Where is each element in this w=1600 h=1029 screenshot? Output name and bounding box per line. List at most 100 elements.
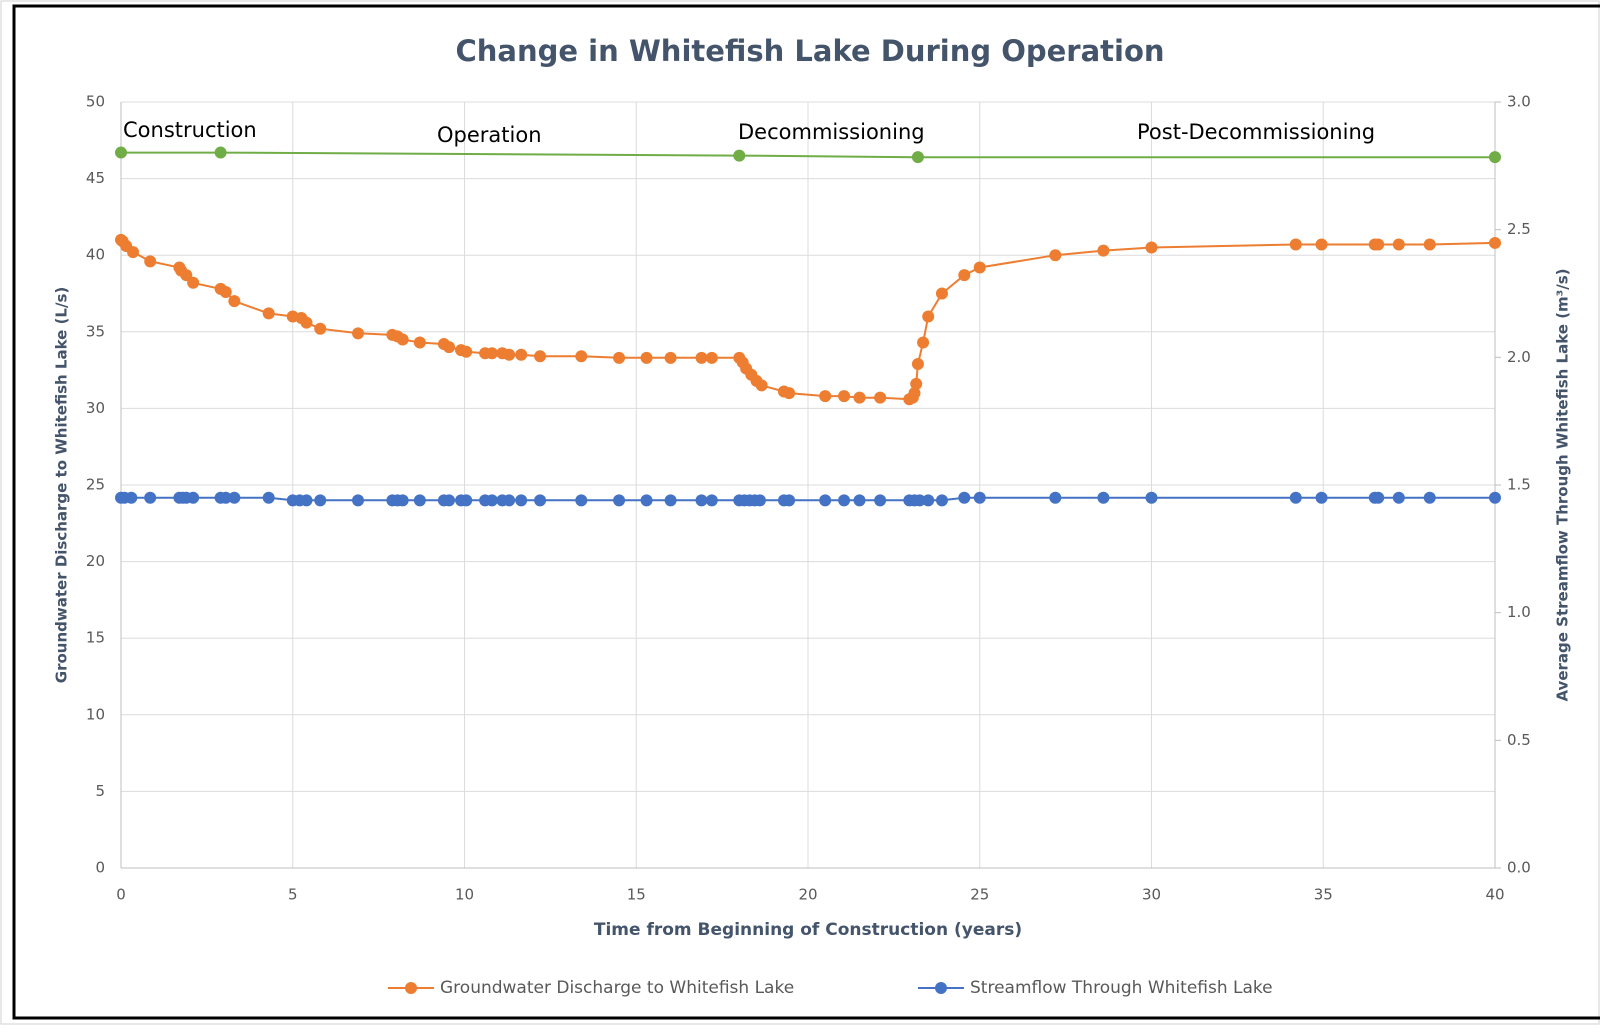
data-point [228, 295, 241, 308]
data-point [853, 494, 866, 507]
data-point [228, 491, 241, 504]
data-point [396, 494, 409, 507]
x-axis-title: Time from Beginning of Construction (yea… [594, 920, 1022, 940]
data-point [144, 255, 157, 268]
data-point [1489, 236, 1501, 249]
data-point [935, 494, 948, 507]
data-point [352, 327, 365, 340]
y-tick-label: 20 [86, 552, 105, 570]
chart-title: Change in Whitefish Lake During Operatio… [455, 34, 1164, 68]
data-point [917, 336, 930, 349]
phase-label: Post-Decommissioning [1137, 120, 1375, 144]
y-tick-label: 30 [86, 399, 105, 417]
data-point [695, 351, 708, 364]
data-point [314, 322, 327, 335]
x-tick-label: 20 [798, 886, 817, 904]
data-point [935, 287, 948, 300]
data-point [922, 494, 935, 507]
data-point [1372, 491, 1385, 504]
data-point [973, 261, 986, 274]
data-point [973, 491, 986, 504]
data-point [1049, 249, 1062, 262]
data-point [695, 494, 708, 507]
data-point [958, 491, 971, 504]
data-point [575, 350, 588, 363]
data-point [515, 348, 528, 361]
legend-label: Groundwater Discharge to Whitefish Lake [440, 978, 794, 998]
x-tick-label: 40 [1485, 886, 1504, 904]
data-point [838, 390, 851, 403]
data-point [819, 494, 832, 507]
data-point [874, 391, 887, 404]
phase-label: Construction [123, 118, 257, 142]
x-tick-label: 30 [1142, 886, 1161, 904]
data-point [575, 494, 588, 507]
data-point [874, 494, 887, 507]
legend-marker [935, 982, 947, 994]
data-point [1097, 244, 1110, 257]
data-point [515, 494, 528, 507]
data-point [664, 494, 677, 507]
x-tick-label: 15 [627, 886, 646, 904]
data-point [1392, 491, 1405, 504]
phase-label: Decommissioning [738, 120, 925, 144]
data-point [1392, 238, 1405, 251]
frame [12, 4, 1600, 1020]
data-point [1489, 491, 1501, 504]
data-point [908, 387, 921, 400]
data-point [911, 151, 924, 164]
y-tick-label: 10 [86, 705, 105, 723]
data-point [413, 494, 426, 507]
data-point [1315, 238, 1328, 251]
phase-label: Operation [437, 123, 542, 147]
data-point [503, 348, 516, 361]
y2-tick-label: 2.5 [1507, 220, 1531, 238]
legend-marker [405, 982, 417, 994]
data-point [913, 494, 926, 507]
data-point [819, 390, 832, 403]
y-tick-label: 45 [86, 169, 105, 187]
data-point [1423, 238, 1436, 251]
y-axis-title: Groundwater Discharge to Whitefish Lake … [53, 287, 71, 683]
legend-label: Streamflow Through Whitefish Lake [970, 978, 1273, 998]
data-point [705, 351, 718, 364]
y-tick-label: 15 [86, 629, 105, 647]
data-point [413, 336, 426, 349]
data-point [352, 494, 365, 507]
data-point [262, 491, 275, 504]
data-point [485, 494, 498, 507]
data-point [1372, 238, 1385, 251]
data-point [187, 491, 200, 504]
data-point [1489, 151, 1501, 164]
data-point [1289, 491, 1302, 504]
data-point [262, 307, 275, 320]
data-point [115, 146, 127, 159]
data-point [1049, 491, 1062, 504]
data-point [853, 391, 866, 404]
data-point [1145, 241, 1158, 254]
data-point [753, 494, 766, 507]
data-point [910, 377, 923, 390]
y-tick-label: 5 [95, 782, 105, 800]
y2-axis-title: Average Streamflow Through Whitefish Lak… [1554, 268, 1572, 701]
data-point [958, 269, 971, 282]
data-point [664, 351, 677, 364]
y-tick-label: 40 [86, 246, 105, 264]
data-point [534, 494, 547, 507]
data-point [705, 494, 718, 507]
data-point [534, 350, 547, 363]
data-point [640, 494, 653, 507]
data-point [733, 149, 746, 162]
y2-tick-label: 1.5 [1507, 476, 1531, 494]
data-point [911, 357, 924, 370]
data-point [127, 246, 140, 259]
data-point [443, 494, 456, 507]
series-line [120, 239, 1496, 401]
data-point [219, 491, 232, 504]
y-tick-label: 35 [86, 322, 105, 340]
data-point [214, 146, 227, 159]
data-point [180, 269, 193, 282]
